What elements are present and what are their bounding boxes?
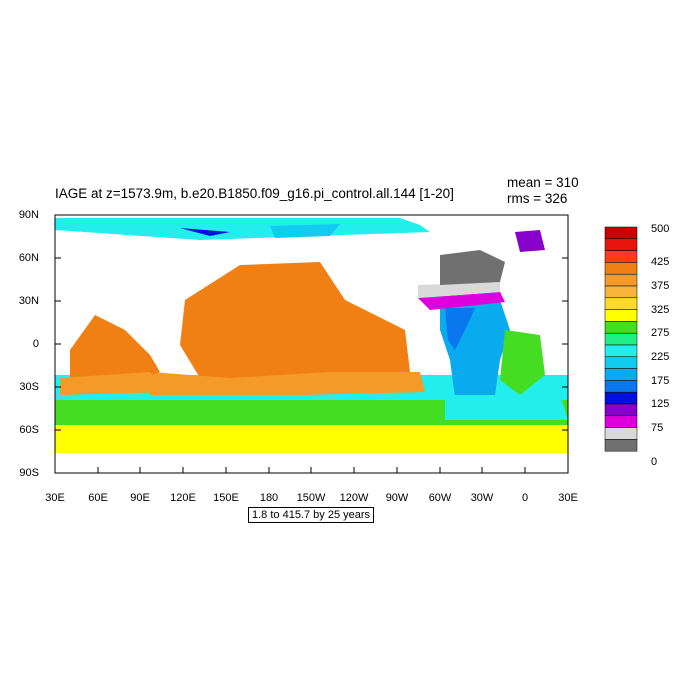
atlantic-cyan-south xyxy=(445,395,568,420)
colorbar-swatch xyxy=(604,262,638,275)
colorbar-swatch xyxy=(604,226,638,240)
colorbar-label: 325 xyxy=(651,304,670,316)
colorbar-label: 125 xyxy=(651,398,670,410)
ocean-field xyxy=(55,218,568,453)
y-tick-label: 60S xyxy=(19,424,39,436)
colorbar-swatch xyxy=(604,415,638,428)
colorbar-swatch xyxy=(604,297,638,310)
x-tick-label: 90E xyxy=(130,492,150,504)
colorbar-swatch xyxy=(604,356,638,369)
colorbar-label: 500 xyxy=(651,223,670,235)
colorbar-swatch xyxy=(604,309,638,322)
x-tick-label: 30W xyxy=(470,492,494,504)
colorbar-swatch xyxy=(604,332,638,346)
x-tick-label: 60E xyxy=(88,492,108,504)
x-tick-label: 150W xyxy=(296,492,326,504)
indian-lightorange xyxy=(60,372,170,395)
x-tick-label: 90W xyxy=(385,492,409,504)
rms-stat: rms = 326 xyxy=(507,191,568,206)
colorbar-label: 375 xyxy=(651,280,670,292)
atlantic-lightgray xyxy=(418,282,500,298)
colorbar-swatch xyxy=(604,285,638,299)
colorbar-swatch xyxy=(604,344,638,358)
x-tick-label: 0 xyxy=(521,492,529,504)
axis-ticks xyxy=(54,214,569,474)
y-tick-label: 60N xyxy=(18,252,39,264)
arctic-blue xyxy=(180,228,230,236)
x-tick-label: 60W xyxy=(428,492,452,504)
x-tick-label: 30E xyxy=(45,492,65,504)
x-tick-label: 120W xyxy=(339,492,369,504)
colorbar-swatch xyxy=(604,273,638,287)
colorbar-label: 225 xyxy=(651,351,670,363)
arctic-purple xyxy=(515,230,545,252)
colorbar-swatch xyxy=(604,238,638,251)
colorbar-label: 175 xyxy=(651,375,670,387)
arctic-cyan xyxy=(55,218,430,240)
nordic-darkgray xyxy=(440,250,505,285)
x-tick-label: 30E xyxy=(558,492,578,504)
pacific-lightorange-south xyxy=(150,372,425,395)
colorbar-swatch xyxy=(604,403,638,417)
colorbar-label: 425 xyxy=(651,256,670,268)
y-tick-label: 90N xyxy=(18,209,39,221)
colorbar-swatch xyxy=(604,368,638,381)
plot-title: IAGE at z=1573.9m, b.e20.B1850.f09_g16.p… xyxy=(55,186,454,201)
colorbar-swatch xyxy=(604,380,638,393)
colorbar xyxy=(604,226,638,452)
y-tick-label: 0 xyxy=(32,338,39,350)
atlantic-magenta xyxy=(418,292,505,310)
y-tick-label: 30N xyxy=(18,295,39,307)
colorbar-label: 0 xyxy=(651,456,658,468)
colorbar-swatch xyxy=(604,391,638,405)
x-tick-label: 180 xyxy=(259,492,279,504)
x-tick-label: 150E xyxy=(213,492,239,504)
atlantic-green-east xyxy=(500,330,545,395)
colorbar-swatch xyxy=(604,250,638,263)
pacific-orange xyxy=(180,262,410,385)
mean-stat: mean = 310 xyxy=(507,175,579,190)
y-tick-label: 90S xyxy=(19,467,39,479)
atlantic-darkblue xyxy=(445,308,475,350)
arctic-lightblue xyxy=(270,224,340,238)
colorbar-label: 75 xyxy=(651,422,664,434)
colorbar-swatch xyxy=(604,427,638,440)
x-tick-label: 120E xyxy=(170,492,196,504)
colorbar-swatch xyxy=(604,439,638,452)
colorbar-swatch xyxy=(604,321,638,334)
colorbar-label: 275 xyxy=(651,327,670,339)
y-tick-label: 30S xyxy=(19,381,39,393)
contour-info-box: 1.8 to 415.7 by 25 years xyxy=(248,507,375,523)
indian-orange xyxy=(70,315,160,380)
